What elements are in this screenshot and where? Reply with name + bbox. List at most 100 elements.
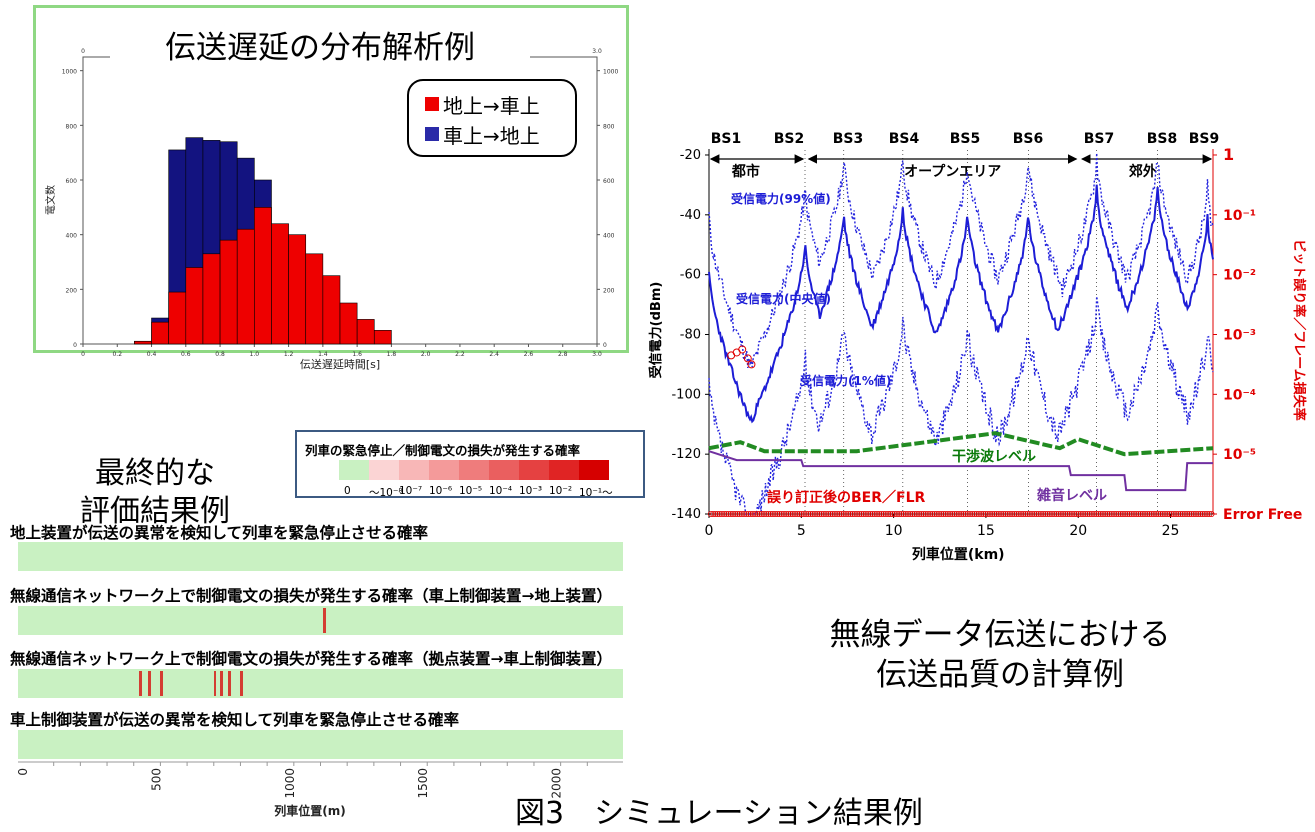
ber-error-free-marker <box>1104 510 1111 517</box>
ber-error-free-marker <box>854 510 861 517</box>
ber-error-free-marker <box>1188 510 1195 517</box>
ber-error-free-marker <box>1022 510 1029 517</box>
ber-error-free-marker <box>880 510 887 517</box>
ber-error-free-marker <box>967 510 974 517</box>
ber-error-free-marker <box>1179 510 1186 517</box>
ber-error-free-marker <box>765 510 772 517</box>
ber-error-free-marker <box>1108 510 1115 517</box>
ber-error-free-marker <box>1102 510 1109 517</box>
ber-error-free-marker <box>710 510 717 517</box>
eval-event-marker <box>220 671 223 696</box>
ber-error-free-marker <box>1018 510 1025 517</box>
ber-error-free-marker <box>1186 510 1193 517</box>
legend-label-uplink: 車上→地上 <box>443 123 540 148</box>
ber-error-free-marker <box>1009 510 1016 517</box>
probability-tick-label: 10⁻⁵ <box>459 485 483 497</box>
ber-error-free-marker <box>1071 510 1078 517</box>
ber-error-free-marker <box>1080 510 1087 517</box>
ber-error-free-marker <box>993 510 1000 517</box>
ber-error-free-marker <box>1204 510 1211 517</box>
ber-error-free-marker <box>975 510 982 517</box>
ber-error-free-marker <box>1168 510 1175 517</box>
ber-error-free-marker <box>756 510 763 517</box>
ber-error-free-marker <box>1068 510 1075 517</box>
quality-right-tick-label: 10⁻⁴ <box>1223 387 1256 403</box>
histogram-x-axis-label: 伝送遅延時間[s] <box>300 357 380 371</box>
ber-error-free-marker <box>998 510 1005 517</box>
ber-error-free-marker <box>743 510 750 517</box>
ber-error-free-marker <box>780 510 787 517</box>
ber-error-free-marker <box>725 510 732 517</box>
ber-error-free-marker <box>995 510 1002 517</box>
ber-error-free-marker <box>1024 510 1031 517</box>
legend-item-uplink: 車上→地上 <box>425 119 575 149</box>
ber-error-free-marker <box>816 510 823 517</box>
ber-error-free-marker <box>807 510 814 517</box>
ber-error-free-marker <box>774 510 781 517</box>
ber-error-free-marker <box>920 510 927 517</box>
ber-marker <box>743 354 752 363</box>
ber-error-free-marker <box>849 510 856 517</box>
ber-error-free-marker <box>922 510 929 517</box>
histogram-x-tick-label: 1.0 <box>250 351 260 358</box>
eval-caption-line1: 最終的な <box>95 456 215 491</box>
ber-error-free-marker <box>1193 510 1200 517</box>
ber-error-free-marker <box>1040 510 1047 517</box>
base-station-label: BS9 <box>1189 131 1220 147</box>
ber-error-free-marker <box>944 510 951 517</box>
ber-error-free-marker <box>964 510 971 517</box>
probability-swatch <box>519 460 549 480</box>
ber-error-free-marker <box>1057 510 1064 517</box>
probability-legend-title: 列車の緊急停止／制御電文の損失が発生する確率 <box>305 443 581 458</box>
quality-x-tick-label: 15 <box>977 523 995 539</box>
ber-error-free-marker <box>825 510 832 517</box>
ber-error-free-marker <box>1170 510 1177 517</box>
ber-error-free-marker <box>909 510 916 517</box>
ber-error-free-marker <box>856 510 863 517</box>
ber-error-free-marker <box>1011 510 1018 517</box>
histogram-y-tick-label-right: 800 <box>603 123 615 130</box>
ber-error-free-marker <box>763 510 770 517</box>
ber-error-free-marker <box>1144 510 1151 517</box>
ber-error-free-marker <box>734 510 741 517</box>
ber-error-free-marker <box>1084 510 1091 517</box>
ber-error-free-marker <box>1153 510 1160 517</box>
histogram-y-tick-label: 200 <box>66 287 78 294</box>
probability-swatch <box>369 460 399 480</box>
quality-y-tick-label: -120 <box>671 447 701 462</box>
ber-error-free-marker <box>978 510 985 517</box>
ber-error-free-marker <box>874 510 881 517</box>
histogram-x-tick-label: 0.6 <box>181 351 191 358</box>
quality-y-tick-label: -80 <box>680 327 701 342</box>
ber-error-free-marker <box>1164 510 1171 517</box>
ber-error-free-marker <box>845 510 852 517</box>
ber-error-free-marker <box>989 510 996 517</box>
ber-error-free-marker <box>1137 510 1144 517</box>
ber-error-free-marker <box>1162 510 1169 517</box>
probability-tick-label: 10⁻³ <box>519 485 543 497</box>
histogram-x-tick-label: 0.2 <box>112 351 122 358</box>
probability-tick-label: 10⁻¹～ <box>579 487 613 499</box>
ber-error-free-marker <box>785 510 792 517</box>
ber-error-free-marker <box>1026 510 1033 517</box>
ber-error-free-marker <box>718 510 725 517</box>
ber-error-free-marker <box>1111 510 1118 517</box>
legend-swatch-red <box>425 97 439 111</box>
histogram-x-tick-label: 0.8 <box>215 351 225 358</box>
ber-error-free-marker <box>1173 510 1180 517</box>
ber-error-free-marker <box>738 510 745 517</box>
ber-error-free-marker <box>931 510 938 517</box>
ber-error-free-marker <box>1159 510 1166 517</box>
ber-error-free-marker <box>787 510 794 517</box>
eval-caption-line2: 評価結果例 <box>80 494 230 529</box>
ber-error-free-marker <box>758 510 765 517</box>
ber-error-free-marker <box>847 510 854 517</box>
ber-error-free-marker <box>953 510 960 517</box>
ber-error-free-marker <box>827 510 834 517</box>
ber-error-free-marker <box>714 510 721 517</box>
ber-error-free-marker <box>834 510 841 517</box>
eval-event-marker <box>228 671 231 696</box>
histogram-x-tick-label: 1.8 <box>387 351 397 358</box>
base-station-label: BS5 <box>950 131 981 147</box>
probability-tick-label: 0 <box>344 485 351 497</box>
